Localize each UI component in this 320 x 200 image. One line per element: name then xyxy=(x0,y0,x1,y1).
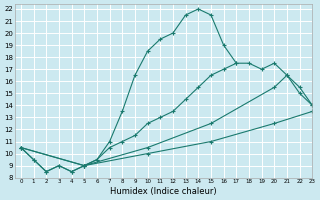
X-axis label: Humidex (Indice chaleur): Humidex (Indice chaleur) xyxy=(110,187,217,196)
